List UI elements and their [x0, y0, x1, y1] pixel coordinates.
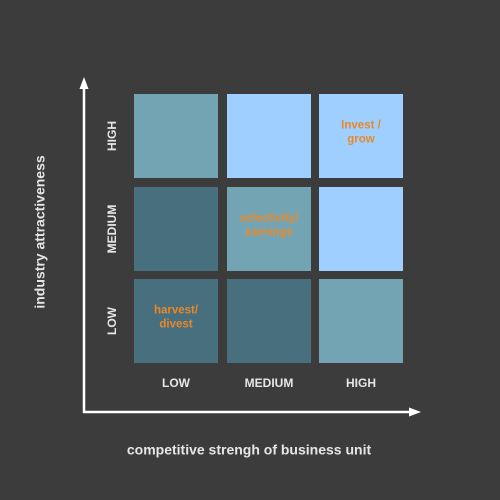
cell-label: grow [347, 134, 375, 146]
matrix-cell [319, 279, 403, 363]
y-axis-title: industry attractiveness [32, 155, 48, 308]
cell-label: harvest/ [154, 305, 199, 317]
matrix-cell [319, 187, 403, 271]
matrix-cell [319, 94, 403, 178]
x-axis [83, 407, 421, 417]
y-axis [79, 77, 89, 413]
matrix-cell [227, 94, 311, 178]
cell-label: divest [159, 319, 192, 331]
x-axis-title: competitive strengh of business unit [127, 442, 372, 458]
matrix-cell [134, 187, 218, 271]
row-label: LOW [105, 306, 119, 335]
column-label: LOW [162, 376, 191, 390]
cell-label: earnings [245, 227, 293, 239]
cell-label: selectivity/ [240, 213, 300, 225]
cell-label: Invest / [341, 120, 381, 132]
matrix-cell [227, 187, 311, 271]
matrix-grid: Invest / grow HIGH selectivity/earnings MEDI… [105, 94, 403, 390]
matrix-cell [134, 279, 218, 363]
column-label: MEDIUM [245, 376, 294, 390]
matrix-cell [227, 279, 311, 363]
row-label: HIGH [105, 121, 119, 151]
x-axis-arrow [409, 407, 421, 417]
column-label: HIGH [346, 376, 376, 390]
row-label: MEDIUM [105, 205, 119, 254]
y-axis-arrow [79, 77, 89, 89]
matrix-cell [134, 94, 218, 178]
